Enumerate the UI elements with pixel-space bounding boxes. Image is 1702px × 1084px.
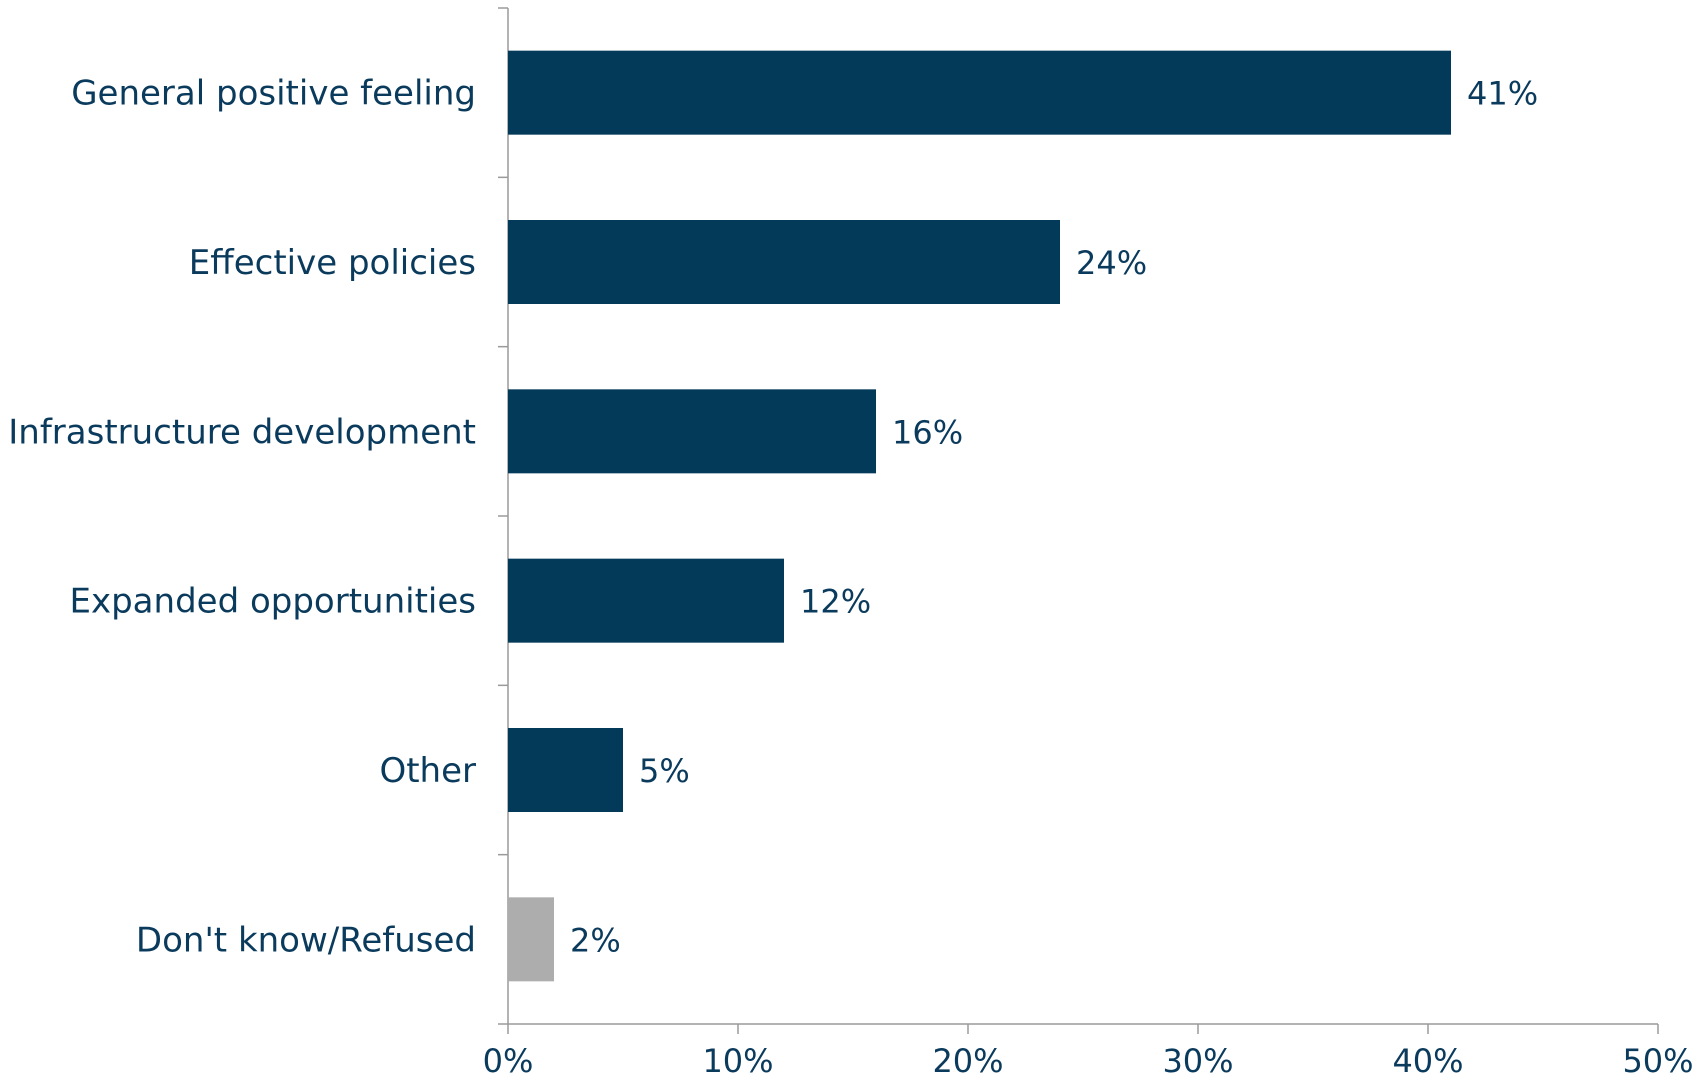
value-label: 12% <box>800 583 871 621</box>
x-tick-label: 10% <box>702 1042 773 1080</box>
category-label: Other <box>379 751 476 791</box>
category-label: General positive feeling <box>71 74 476 114</box>
chart-bars <box>508 50 1451 982</box>
x-tick-label: 30% <box>1162 1042 1233 1080</box>
value-label: 24% <box>1076 244 1147 282</box>
bar-other <box>508 728 623 812</box>
x-tick-label: 20% <box>932 1042 1003 1080</box>
bar-infrastructure-development <box>508 389 876 474</box>
category-label: Expanded opportunities <box>70 582 477 622</box>
bar-don-t-know-refused <box>508 897 554 982</box>
chart-labels: 0% 10% 20% 30% 40% 50% General positive feelin… <box>8 74 1693 1080</box>
value-label: 41% <box>1467 75 1538 113</box>
value-label: 2% <box>570 921 621 959</box>
value-label: 16% <box>892 413 963 451</box>
x-tick-label: 50% <box>1622 1042 1693 1080</box>
category-label: Effective policies <box>189 243 476 283</box>
category-label: Don't know/Refused <box>136 920 476 960</box>
chart-axes <box>498 7 1659 1034</box>
x-tick-label: 40% <box>1392 1042 1463 1080</box>
bar-general-positive-feeling <box>508 50 1451 135</box>
x-tick-label: 0% <box>483 1042 534 1080</box>
bar-expanded-opportunities <box>508 558 784 643</box>
value-label: 5% <box>639 752 690 790</box>
bar-effective-policies <box>508 220 1060 304</box>
category-label: Infrastructure development <box>8 412 476 452</box>
